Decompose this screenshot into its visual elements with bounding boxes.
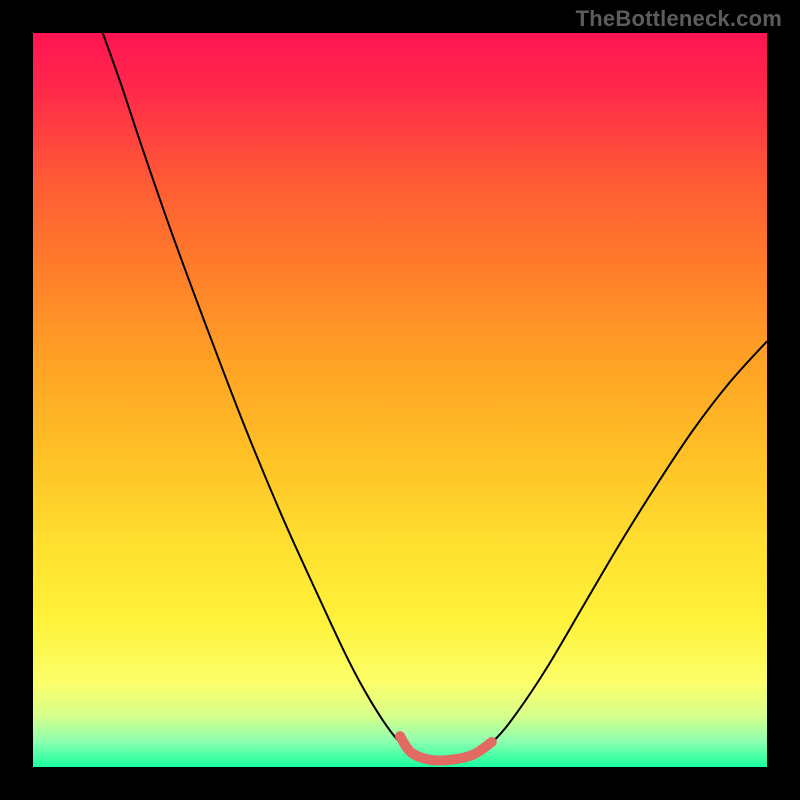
- plot-area: [33, 33, 767, 767]
- watermark-text: TheBottleneck.com: [576, 6, 782, 32]
- gradient-background: [33, 33, 767, 767]
- chart-frame: TheBottleneck.com: [0, 0, 800, 800]
- chart-svg: [33, 33, 767, 767]
